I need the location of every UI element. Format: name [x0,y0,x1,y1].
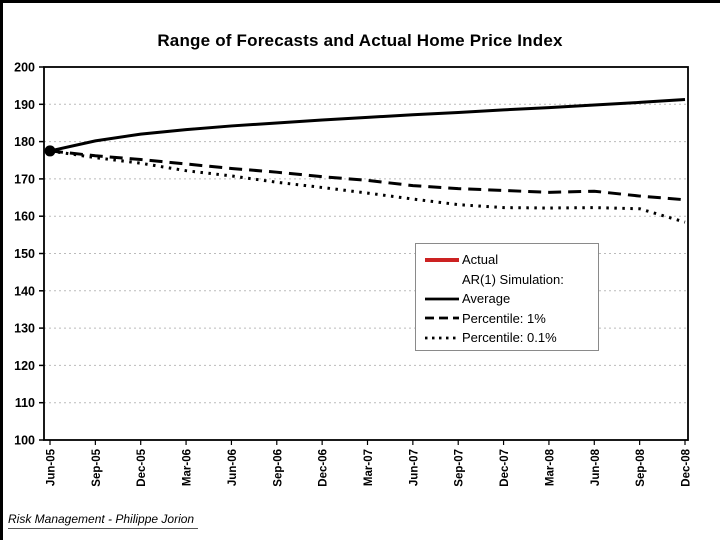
slide-border-top [0,0,720,3]
series-line-percentile-1 [49,149,686,202]
x-tick-label: Dec-05 [136,448,148,486]
slide-border-left [0,0,3,540]
x-axis-ticks: Jun-05 Sep-05 Dec-05 Mar-06 Jun-06 Sep-06 Dec-… [46,440,693,487]
y-tick-label: 190 [14,98,35,112]
x-tick-label: Mar-07 [363,449,375,486]
x-tick-label: Sep-08 [635,448,647,486]
x-tick-label: Mar-08 [544,448,556,486]
legend-item-percentile-0-1: Percentile: 0.1% [424,328,598,348]
legend-label: Percentile: 1% [462,310,546,326]
legend-symbol-actual [424,256,462,264]
legend-label: Percentile: 0.1% [462,330,557,346]
plot-border [43,66,689,441]
y-tick-label: 180 [14,135,35,149]
chart-title: Range of Forecasts and Actual Home Price… [157,31,563,50]
y-tick-label: 120 [14,359,35,373]
series-line-percentile-0-1 [49,149,686,224]
legend-item-average: Average [424,289,598,309]
x-tick-label: Dec-07 [499,449,511,487]
y-tick-label: 110 [15,396,35,410]
legend-label: Actual [462,252,499,268]
x-tick-label: Sep-06 [272,449,284,487]
x-tick-label: Jun-05 [46,448,58,486]
legend-item-ar-1-simulation: AR(1) Simulation: [424,270,598,290]
x-tick-label: Mar-06 [182,449,194,486]
series-line-average [49,97,686,153]
y-tick-label: 130 [14,322,35,336]
x-tick-label: Dec-08 [681,448,693,486]
footer-credit: Risk Management - Philippe Jorion [8,512,199,529]
y-tick-label: 200 [14,61,35,75]
legend-symbol-percentile-0-1 [424,334,462,342]
x-tick-label: Dec-06 [318,449,330,487]
y-axis-ticks: 100 110 120 130 140 150 160 170 180 190 200 [14,61,44,448]
legend-label: Average [462,291,511,307]
y-tick-label: 100 [14,434,35,448]
legend-item-percentile-1: Percentile: 1% [424,309,598,329]
y-tick-label: 140 [14,284,35,298]
legend-symbol-percentile-1 [424,314,462,322]
legend-item-actual: Actual [424,250,598,270]
x-tick-label: Jun-07 [408,449,420,486]
legend-label: AR(1) Simulation: [462,271,564,287]
x-tick-label: Jun-06 [227,449,239,486]
y-tick-label: 150 [14,247,35,261]
y-tick-label: 160 [14,210,35,224]
x-tick-label: Jun-08 [590,448,602,486]
x-tick-label: Sep-07 [454,449,466,487]
y-tick-label: 170 [14,172,35,186]
chart-legend: Actual AR(1) Simulation: Average Percentile… [415,243,599,351]
legend-symbol-average [424,295,462,303]
x-tick-label: Sep-05 [91,448,103,486]
